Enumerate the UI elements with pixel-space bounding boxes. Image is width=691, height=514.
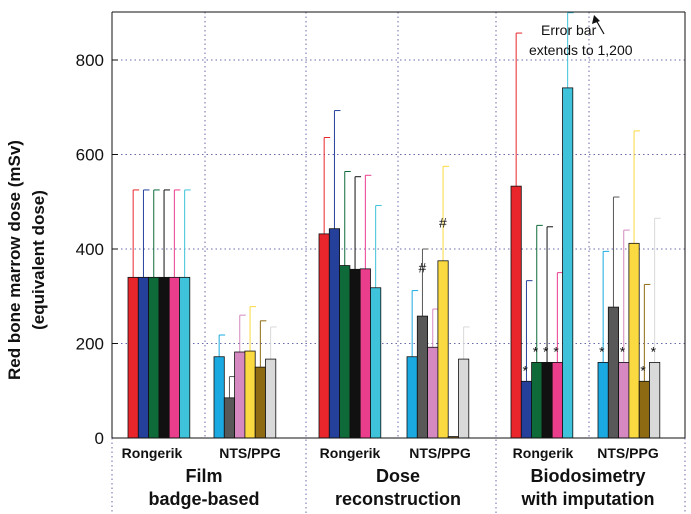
bar: [359, 268, 371, 439]
grid-layer: [111, 12, 686, 514]
bar: [179, 276, 191, 439]
bar: [520, 380, 532, 439]
bar: [597, 361, 609, 439]
axis-layer: 0 200 400 600 800 Rongerik NTS/PPG Film badge-ba…: [76, 11, 686, 509]
bar: [339, 265, 351, 439]
bar: [158, 276, 170, 439]
bar: [416, 315, 428, 439]
group-label: badge-based: [148, 489, 259, 509]
bar: [437, 260, 449, 439]
bar: [541, 361, 553, 439]
bar: [510, 185, 522, 439]
bar: [223, 397, 236, 439]
bar: [649, 361, 661, 439]
significance-marker: *: [533, 343, 539, 359]
group-label: reconstruction: [335, 489, 461, 509]
bar: [148, 276, 160, 439]
bar: [328, 228, 340, 439]
annotation-line-1: Error bar: [541, 22, 597, 38]
bar: [406, 356, 418, 439]
y-axis-label: Red bone marrow dose (mSv): [5, 140, 24, 380]
group-label: Biodosimetry: [530, 466, 645, 486]
category-label: NTS/PPG: [597, 445, 659, 461]
group-label: Film: [185, 466, 222, 486]
group-label: Dose: [376, 466, 420, 486]
bar: [137, 276, 150, 439]
significance-marker: #: [439, 215, 447, 231]
bar: [638, 380, 650, 439]
significance-marker: *: [553, 343, 559, 359]
y-tick-label: 600: [76, 146, 104, 165]
significance-marker: *: [522, 362, 528, 378]
bar: [562, 87, 574, 439]
bar: [265, 358, 277, 439]
category-label: Rongerik: [513, 445, 574, 461]
bar: [628, 242, 640, 439]
annotation-arrow-icon: [592, 15, 605, 35]
bar: [370, 287, 382, 439]
bar: [127, 276, 139, 439]
bar: [234, 351, 246, 439]
y-tick-label: 0: [95, 429, 104, 448]
significance-marker: *: [599, 343, 605, 359]
bar: [427, 346, 439, 439]
bars-layer: ##** * * * ***: [127, 12, 661, 439]
bar: [349, 268, 361, 439]
bar: [168, 276, 180, 439]
bar: [318, 233, 330, 439]
group-label: with imputation: [521, 489, 655, 509]
category-label: NTS/PPG: [219, 445, 281, 461]
annotation-line-2: extends to 1,200: [529, 42, 633, 58]
significance-marker: *: [640, 362, 646, 378]
bar: [213, 356, 225, 439]
bar: [607, 306, 619, 439]
bar: [254, 366, 266, 439]
significance-marker: #: [418, 260, 426, 276]
bar: [458, 358, 470, 439]
y-tick-label: 400: [76, 240, 104, 259]
significance-marker: *: [543, 343, 549, 359]
category-label: Rongerik: [320, 445, 381, 461]
y-tick-label: 800: [76, 51, 104, 70]
bar: [551, 361, 563, 439]
bar: [618, 361, 630, 439]
significance-marker: *: [620, 343, 626, 359]
significance-marker: *: [651, 343, 657, 359]
y-tick-label: 200: [76, 335, 104, 354]
bar: [244, 350, 256, 439]
category-label: Rongerik: [122, 445, 183, 461]
category-label: NTS/PPG: [409, 445, 471, 461]
bar: [531, 361, 543, 439]
y-axis-sublabel: (equivalent dose): [29, 190, 48, 330]
